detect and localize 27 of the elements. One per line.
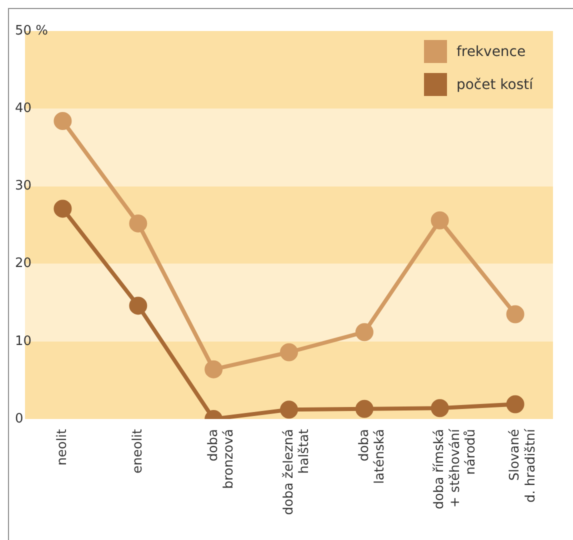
y-tick-label: 50 % <box>15 23 48 38</box>
x-tick-label: doba římská + stěhování národů <box>432 428 478 510</box>
x-tick-label: doba bronzová <box>206 428 237 489</box>
point <box>355 400 374 418</box>
x-tick-label: doba laténská <box>356 428 388 484</box>
y-tick-label: 0 <box>15 411 24 426</box>
legend-label: počet kostí <box>456 76 533 92</box>
point <box>280 400 298 419</box>
x-tick-label: neolit <box>55 428 70 466</box>
point <box>204 360 223 378</box>
point <box>430 399 449 418</box>
point <box>506 395 524 414</box>
point <box>129 296 148 315</box>
y-tick-label: 40 <box>15 100 32 116</box>
y-tick-label: 30 <box>15 178 32 194</box>
point <box>506 305 524 324</box>
y-tick-label: 20 <box>15 256 32 272</box>
point <box>280 343 298 362</box>
legend-label: frekvence <box>456 44 526 60</box>
point <box>129 214 148 232</box>
y-tick-label: 10 <box>15 334 32 349</box>
point <box>430 211 449 230</box>
point <box>355 323 374 342</box>
point <box>54 200 72 218</box>
x-tick-label: doba železná halštat <box>281 428 312 516</box>
point <box>54 112 72 130</box>
x-tick-label: eneolit <box>130 428 146 474</box>
